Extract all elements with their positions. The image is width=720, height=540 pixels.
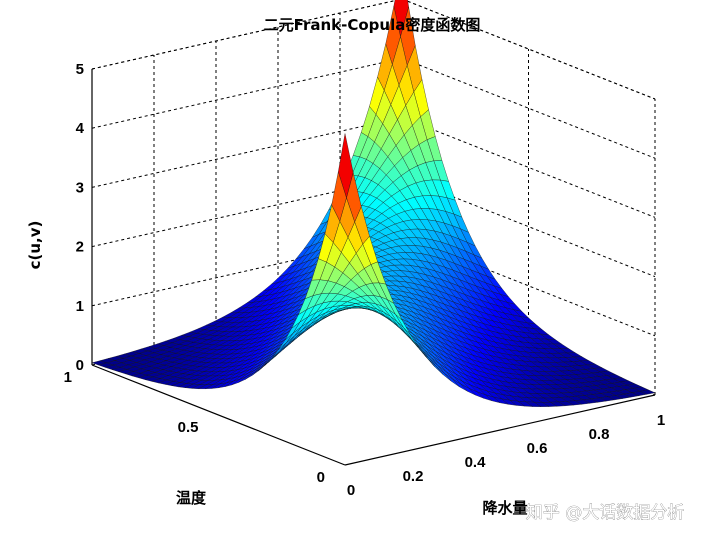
copula-surface <box>91 0 656 407</box>
x-tick-label: 1 <box>657 412 665 429</box>
x-tick-label: 0.2 <box>403 468 424 485</box>
z-gridline <box>91 176 656 278</box>
x-tick-label: 0.4 <box>465 454 487 471</box>
watermark-text: 知乎 @大话数据分析 <box>526 503 684 523</box>
z-gridline <box>91 235 656 337</box>
x-tick-label: 0.8 <box>589 426 610 443</box>
chart-title: 二元Frank-Copula密度函数图 <box>264 16 481 34</box>
axes-front-lines <box>91 69 656 466</box>
y-tick-label: 0 <box>317 469 325 486</box>
z-tick-label: 4 <box>76 120 85 137</box>
y-tick-label: 1 <box>64 369 72 386</box>
z-axis-label: c(u,v) <box>26 221 44 270</box>
z-tick-label: 0 <box>76 357 84 374</box>
z-gridline <box>91 0 656 100</box>
z-gridline <box>91 57 656 159</box>
axis-line <box>344 394 656 466</box>
z-tick-label: 1 <box>76 298 84 315</box>
x-tick-label: 0.6 <box>527 440 548 457</box>
surface-patch <box>338 133 354 199</box>
z-tick-label: 5 <box>76 61 84 78</box>
x-tick-label: 0 <box>347 482 355 499</box>
y-tick-label: 0.5 <box>178 419 199 436</box>
x-axis-label: 降水量 <box>482 499 527 517</box>
z-tick-label: 2 <box>76 239 84 256</box>
axis-line <box>91 364 346 466</box>
y-axis-label: 温度 <box>176 489 207 507</box>
z-tick-label: 3 <box>76 179 84 196</box>
z-gridline <box>91 116 656 218</box>
